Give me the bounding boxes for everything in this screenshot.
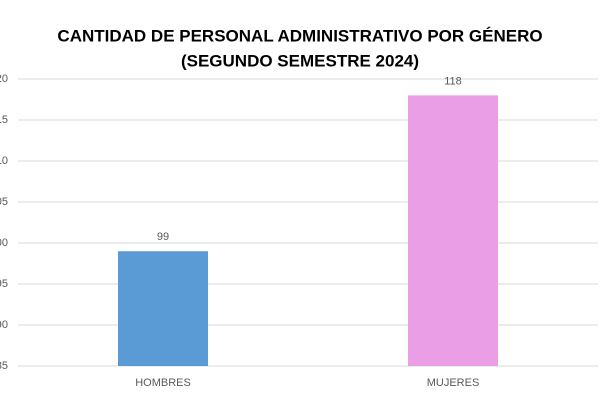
y-tick-label: 115	[0, 114, 8, 126]
x-tick-label: MUJERES	[427, 377, 480, 389]
y-tick-label: 95	[0, 278, 8, 290]
data-label: 99	[157, 231, 169, 243]
data-label: 118	[444, 75, 462, 87]
bar	[408, 95, 498, 367]
y-tick-label: 120	[0, 73, 8, 85]
y-tick-label: 100	[0, 237, 8, 249]
y-tick-label: 90	[0, 319, 8, 331]
y-tick-label: 85	[0, 360, 8, 372]
y-tick-label: 105	[0, 196, 8, 208]
chart-title: CANTIDAD DE PERSONAL ADMINISTRATIVO POR …	[57, 26, 542, 45]
bar	[118, 251, 208, 366]
y-tick-label: 110	[0, 155, 8, 167]
x-tick-label: HOMBRES	[135, 377, 191, 389]
chart-title: (SEGUNDO SEMESTRE 2024)	[181, 51, 419, 70]
